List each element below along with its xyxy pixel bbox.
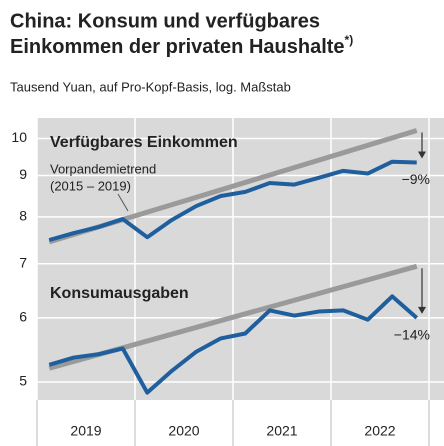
x-tick-label: 2021	[266, 423, 297, 439]
y-tick-label: 5	[19, 373, 27, 389]
data-line	[48, 159, 417, 242]
chart-title: Einkommen der privaten Haushalte	[10, 36, 345, 58]
gap-arrow-head	[418, 151, 426, 159]
series-label: Konsumausgaben	[50, 285, 189, 302]
y-tick-label: 8	[19, 208, 27, 224]
annotation: −9%	[402, 171, 430, 187]
annotation: −14%	[394, 327, 430, 343]
subtitle: Tausend Yuan, auf Pro-Kopf-Basis, log. M…	[10, 79, 291, 94]
plot-background	[37, 118, 444, 400]
y-tick-label: 6	[19, 309, 27, 325]
title-note: *)	[345, 33, 354, 47]
gap-arrow-head	[418, 306, 426, 314]
x-tick-label: 2022	[364, 423, 395, 439]
trend-label: (2015 – 2019)	[50, 178, 131, 193]
x-tick-label: 2020	[168, 423, 199, 439]
x-tick-label: 2019	[70, 423, 101, 439]
chart-title: China: Konsum und verfügbares	[10, 10, 320, 32]
chart-title: Einkommen der privaten Haushalte*)	[10, 33, 353, 58]
y-tick-label: 7	[19, 254, 27, 270]
trend-label-leader	[117, 193, 129, 212]
y-tick-label: 9	[19, 166, 27, 182]
trend-label: Vorpandemietrend	[50, 161, 156, 176]
y-tick-label: 10	[11, 129, 27, 145]
series-label: Verfügbares Einkommen	[50, 134, 238, 151]
data-line	[48, 294, 419, 395]
